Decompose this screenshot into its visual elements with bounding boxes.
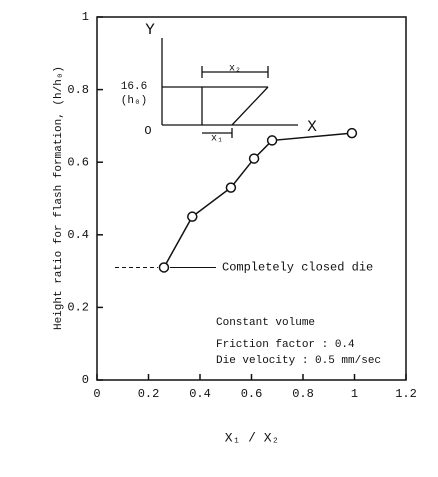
x-tick-label: 1.2 [395,387,417,401]
data-point [187,211,198,222]
data-point [158,262,170,273]
data-point [248,153,260,164]
x-tick-label: 0 [93,387,100,401]
y-tick-label: 0.6 [67,155,89,169]
annotation: Completely closed die [222,261,373,275]
y-tick-label: 0 [82,373,89,387]
data-line [163,132,352,268]
data-point [346,127,358,139]
annotation: Friction factor : 0.4 [216,339,355,351]
annotation: Constant volume [216,317,315,329]
inset-label: 16.6 [121,81,147,93]
inset-label: x₂ [229,64,241,75]
y-tick-label: 1 [82,10,89,24]
y-tick-label: 0.8 [67,83,89,97]
x-tick-label: 1 [351,387,358,401]
x-axis-label: X₁ / X₂ [225,430,280,445]
x-tick-label: 0.6 [241,387,263,401]
data-point [266,135,278,146]
inset-label: X [307,118,317,136]
y-axis-label: Height ratio for flash formation, (h/h₀) [53,66,65,330]
data-point [225,182,237,193]
inset-line [231,86,269,126]
inset-label: x₁ [211,134,223,145]
x-tick-label: 0.2 [138,387,160,401]
inset-label: Y [145,21,155,39]
annotation: Die velocity : 0.5 mm/sec [216,355,381,367]
inset-label: (h₀) [121,95,147,107]
x-tick-label: 0.8 [292,387,314,401]
y-tick-label: 0.2 [67,301,89,315]
x-tick-label: 0.4 [189,387,211,401]
y-tick-label: 0.4 [67,228,89,242]
inset-label: O [144,124,151,138]
